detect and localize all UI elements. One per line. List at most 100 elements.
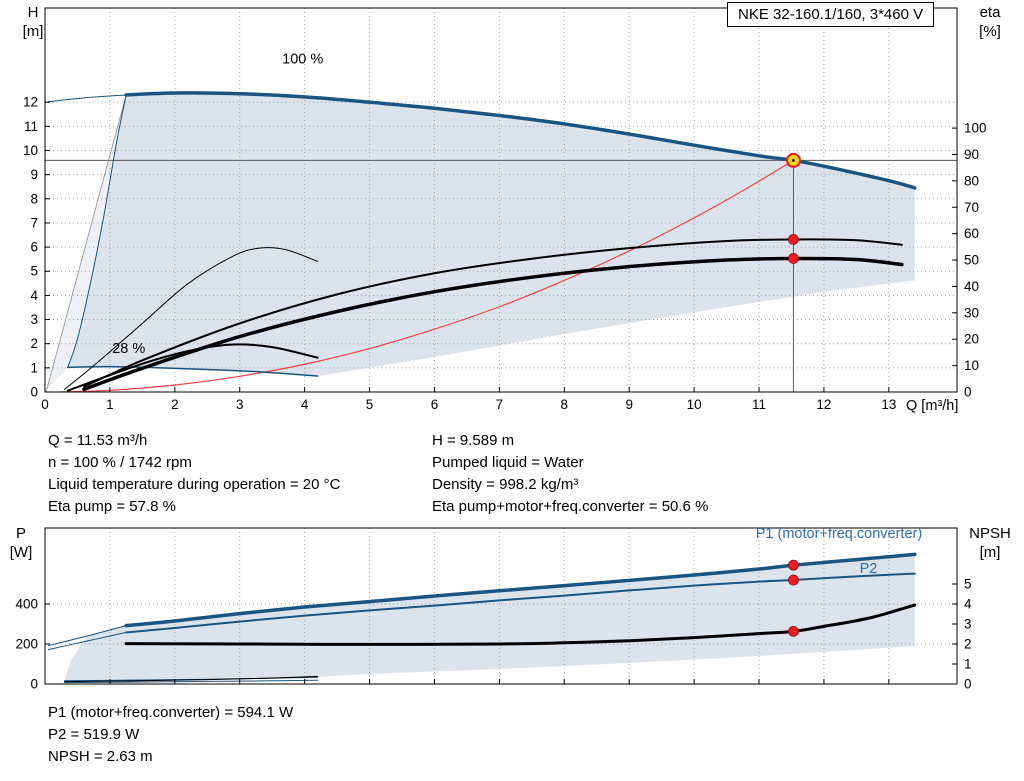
svg-text:10: 10 (964, 358, 979, 373)
svg-text:10: 10 (687, 397, 702, 412)
system-curve-curve (60, 159, 795, 393)
svg-text:0: 0 (41, 397, 49, 412)
axis-tick-labels: 0 200 400 0 1 2 3 4 5 (15, 577, 972, 692)
hq-chart: 0 1 2 3 4 5 6 7 8 9 10 11 12 13 0 1 2 3 4 5 6 7 8 9 10 11 12 0 10 20 3… (23, 7, 987, 412)
result-line-p2: P2 = 519.9 W (48, 726, 140, 743)
svg-text:70: 70 (964, 200, 979, 215)
q-axis-label: Q [m³/h] (906, 398, 959, 414)
hq-100-curve (124, 91, 917, 190)
plot-border (44, 527, 958, 685)
svg-text:30: 30 (964, 305, 979, 320)
eta-axis-label: eta [%] (968, 3, 1012, 41)
axis-ticks (44, 101, 957, 393)
svg-text:7: 7 (30, 215, 38, 230)
value-dot (788, 559, 799, 571)
svg-text:4: 4 (30, 288, 38, 303)
svg-text:0: 0 (964, 677, 972, 692)
h-axis-unit-line: [m] (22, 23, 44, 40)
svg-text:6: 6 (431, 397, 439, 412)
npsh-axis-label-line: NPSH (969, 525, 1011, 542)
svg-text:8: 8 (561, 397, 569, 412)
svg-text:1: 1 (30, 360, 38, 375)
eta-pump-28-curve (63, 247, 319, 390)
svg-text:13: 13 (881, 397, 896, 412)
svg-text:5: 5 (964, 577, 972, 592)
result-line-p1: P1 (motor+freq.converter) = 594.1 W (48, 704, 294, 721)
results-panel: P1 (motor+freq.converter) = 594.1 W P2 =… (48, 702, 293, 768)
qmin-boundary-curve (67, 94, 127, 368)
svg-text:12: 12 (816, 397, 831, 412)
info-line-temperature: Liquid temperature during operation = 20… (48, 476, 341, 493)
value-dot (788, 253, 799, 264)
svg-text:7: 7 (496, 397, 504, 412)
value-dot (788, 626, 799, 637)
svg-text:6: 6 (30, 240, 38, 255)
p-axis-unit-line: [W] (9, 544, 33, 561)
npsh-axis-label: NPSH [m] (962, 524, 1018, 562)
p2-lead-curve (47, 631, 127, 651)
p1-curve (124, 552, 917, 628)
gridlines (45, 8, 957, 392)
info-line-density: Density = 998.2 kg/m³ (432, 476, 579, 493)
hq-svg: 0 1 2 3 4 5 6 7 8 9 10 11 12 130123456789101112010203… (23, 7, 987, 412)
svg-text:0: 0 (30, 385, 38, 400)
svg-text:11: 11 (24, 119, 38, 134)
info-line-eta-pump: Eta pump = 57.8 % (48, 498, 176, 515)
operating-info-right: H = 9.589 m Pumped liquid = Water Densit… (432, 430, 708, 518)
hq-28-curve (66, 365, 319, 377)
svg-text:60: 60 (964, 226, 979, 241)
svg-text:3: 3 (236, 397, 244, 412)
p1-lead-curve (47, 625, 127, 647)
svg-text:1: 1 (964, 657, 972, 672)
value-dot (788, 574, 799, 586)
svg-text:11: 11 (752, 397, 766, 412)
p2-curve-label: P2 (860, 561, 878, 577)
duty-point-marker[interactable] (785, 152, 801, 168)
npsh-28-curve (63, 675, 319, 683)
svg-text:5: 5 (30, 264, 38, 279)
power-npsh-chart: 0 200 400 0 1 2 3 4 5 P1 (motor+freq.converter) P2 (0, 520, 1024, 705)
svg-text:80: 80 (964, 173, 979, 188)
speed-control-envelope (67, 93, 915, 377)
origin-ray-curve (45, 94, 127, 392)
svg-text:3: 3 (964, 617, 972, 632)
svg-text:0: 0 (964, 385, 972, 400)
svg-text:2: 2 (171, 397, 179, 412)
svg-text:8: 8 (30, 191, 38, 206)
info-line-liquid: Pumped liquid = Water (432, 454, 584, 471)
p-axis-label-line: P (15, 525, 26, 542)
svg-text:40: 40 (964, 279, 979, 294)
svg-text:200: 200 (15, 637, 38, 652)
axis-tick-labels: 0 1 2 3 4 5 6 7 8 9 10 11 12 130123456789101112010203… (23, 95, 987, 412)
pump-title-box: NKE 32-160.1/160, 3*460 V (727, 2, 935, 27)
svg-text:1: 1 (106, 397, 114, 412)
result-line-npsh: NPSH = 2.63 m (48, 748, 153, 765)
svg-text:4: 4 (964, 597, 972, 612)
plot-border (44, 7, 958, 393)
svg-text:0: 0 (30, 677, 38, 692)
operating-info-left: Q = 11.53 m³/h n = 100 % / 1742 rpm Liqu… (48, 430, 340, 518)
svg-text:9: 9 (30, 167, 38, 182)
npsh-curve (124, 603, 917, 646)
info-line-q: Q = 11.53 m³/h (48, 432, 148, 449)
svg-text:5: 5 (366, 397, 374, 412)
svg-text:90: 90 (964, 147, 979, 162)
svg-text:20: 20 (964, 332, 979, 347)
h-axis-label-line: H (27, 4, 39, 21)
svg-text:100: 100 (964, 121, 987, 136)
speed-28-label: 28 % (112, 341, 145, 357)
svg-text:400: 400 (15, 597, 38, 612)
svg-text:10: 10 (23, 143, 38, 158)
p2-curve (125, 572, 916, 634)
svg-text:50: 50 (964, 253, 979, 268)
npsh-axis-unit-line: [m] (979, 544, 1001, 561)
svg-text:3: 3 (30, 312, 38, 327)
value-dot (788, 234, 799, 245)
p-axis-label: P [W] (4, 524, 38, 562)
svg-text:2: 2 (30, 336, 38, 351)
info-line-h: H = 9.589 m (432, 432, 515, 449)
svg-text:4: 4 (301, 397, 309, 412)
svg-text:2: 2 (964, 637, 972, 652)
p1-curve-label: P1 (motor+freq.converter) (756, 526, 922, 542)
